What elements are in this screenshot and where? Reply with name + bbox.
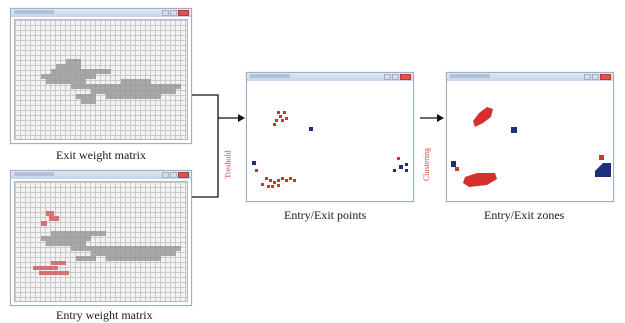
window-minimize-icon[interactable]	[162, 172, 169, 178]
entry-zone	[463, 173, 497, 187]
exit-weight-grid	[14, 19, 188, 140]
window-title	[14, 10, 54, 14]
points-caption: Entry/Exit points	[284, 208, 367, 222]
clustering-step-label: Clustering	[422, 147, 432, 182]
entry-exit-points-window	[246, 72, 414, 202]
window-maximize-icon[interactable]	[592, 74, 599, 80]
entry-zone	[473, 107, 493, 127]
window-titlebar	[11, 9, 191, 17]
zones-caption: Entry/Exit zones	[484, 208, 565, 222]
exit-zone	[511, 127, 517, 133]
arrow-right-icon	[238, 114, 245, 122]
window-minimize-icon[interactable]	[584, 74, 591, 80]
window-title	[250, 74, 290, 78]
window-minimize-icon[interactable]	[384, 74, 391, 80]
entry-zone	[455, 167, 459, 171]
exit-zone	[595, 163, 611, 177]
window-close-icon[interactable]	[178, 10, 189, 16]
exit-zone	[451, 161, 456, 167]
window-title	[14, 172, 54, 176]
points-plot	[250, 83, 410, 198]
entry-exit-zones-window	[446, 72, 614, 202]
entry-weight-grid	[14, 181, 188, 302]
window-maximize-icon[interactable]	[170, 172, 177, 178]
window-maximize-icon[interactable]	[170, 10, 177, 16]
entry-matrix-caption: Entry weight matrix	[56, 308, 153, 322]
window-title	[450, 74, 490, 78]
exit-matrix-caption: Exit weight matrix	[56, 148, 146, 162]
entry-weight-matrix-window	[10, 170, 192, 306]
threshold-step-label: Treshold	[223, 150, 233, 179]
window-maximize-icon[interactable]	[392, 74, 399, 80]
window-titlebar	[247, 73, 413, 81]
zones-clusters	[451, 107, 611, 187]
window-titlebar	[447, 73, 613, 81]
window-minimize-icon[interactable]	[162, 10, 169, 16]
window-close-icon[interactable]	[400, 74, 411, 80]
window-titlebar	[11, 171, 191, 179]
exit-weight-matrix-window	[10, 8, 192, 144]
window-close-icon[interactable]	[178, 172, 189, 178]
points-scatter	[252, 111, 408, 188]
exit-trajectory-pattern	[41, 59, 181, 104]
window-close-icon[interactable]	[600, 74, 611, 80]
arrow-right-icon	[437, 114, 444, 122]
entry-zone	[599, 155, 604, 160]
entry-trajectory-pattern	[33, 211, 181, 275]
